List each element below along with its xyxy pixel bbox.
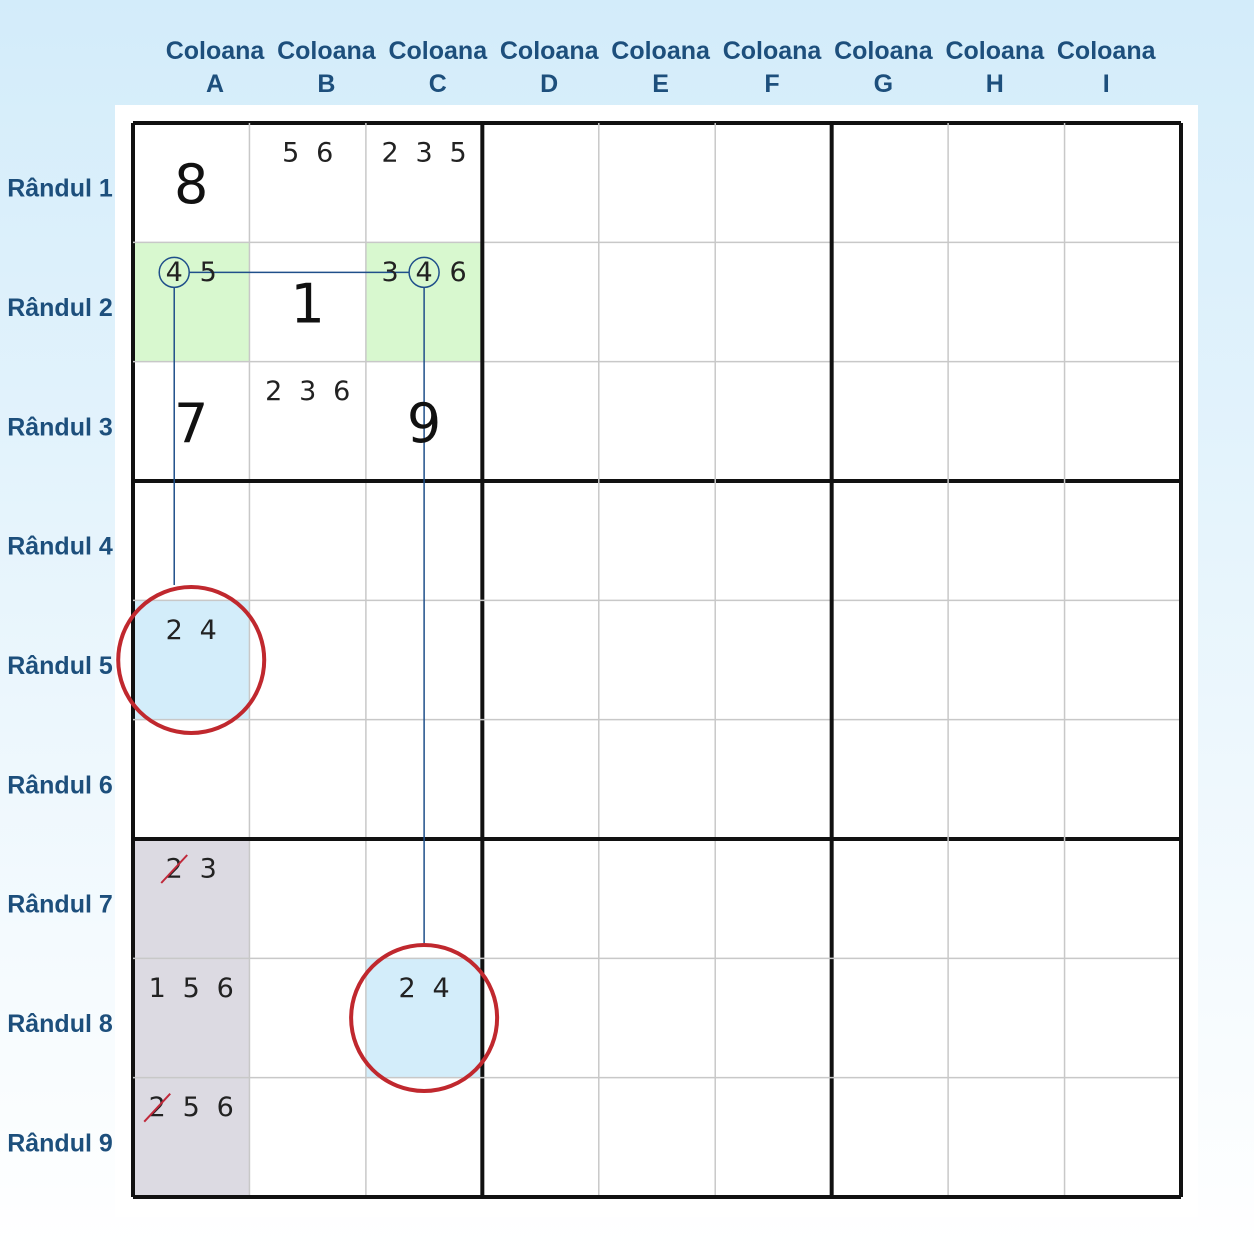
column-letter: A xyxy=(206,70,224,98)
column-label: Coloana xyxy=(834,37,934,65)
candidate-circle xyxy=(408,256,440,289)
candidate: 2 xyxy=(166,615,183,646)
candidate: 4 xyxy=(416,257,433,288)
column-label: Coloana xyxy=(500,37,600,65)
column-letter: C xyxy=(429,70,447,98)
candidate: 3 xyxy=(299,376,316,407)
row-label: Rândul 9 xyxy=(7,1129,113,1157)
strike xyxy=(143,1092,171,1123)
panel xyxy=(115,105,1198,1217)
column-letter: F xyxy=(764,70,779,98)
cell-highlight xyxy=(133,958,250,1078)
row-label: Rândul 4 xyxy=(7,533,113,561)
column-label: Coloana xyxy=(166,37,266,65)
cell-highlight xyxy=(365,958,483,1078)
candidate: 3 xyxy=(416,138,433,169)
column-letter: H xyxy=(986,70,1004,98)
column-label: Coloana xyxy=(277,37,377,65)
candidate: 1 xyxy=(149,973,166,1004)
candidate: 2 xyxy=(265,376,282,407)
column-label: Coloana xyxy=(611,37,711,65)
row-label: Rândul 3 xyxy=(7,413,113,441)
candidate: 4 xyxy=(166,257,183,288)
candidate: 6 xyxy=(217,1092,234,1123)
column-letter: I xyxy=(1103,70,1110,98)
column-label: Coloana xyxy=(1057,37,1157,65)
content: Coloana A Coloana B Coloana C Coloana D Coloana E… xyxy=(7,37,1156,1157)
candidate: 5 xyxy=(200,257,217,288)
candidate: 5 xyxy=(450,138,467,169)
candidate: 4 xyxy=(433,973,450,1004)
cells xyxy=(133,242,483,1197)
candidate: 3 xyxy=(382,257,399,288)
given-digit: 7 xyxy=(174,392,208,455)
cell-highlight xyxy=(133,839,250,959)
row-label: Rândul 2 xyxy=(7,294,113,322)
links xyxy=(173,271,425,943)
candidate-circle xyxy=(158,256,190,289)
row-label: Rândul 7 xyxy=(7,891,113,919)
marker-circle xyxy=(349,943,500,1093)
given-digit: 9 xyxy=(407,392,441,455)
marker-circle xyxy=(116,585,267,735)
candidate: 6 xyxy=(333,376,350,407)
candidate: 6 xyxy=(217,973,234,1004)
candidate: 4 xyxy=(200,615,217,646)
column-letter: B xyxy=(317,70,335,98)
column-letter: D xyxy=(540,70,558,98)
grid-lines xyxy=(131,121,1183,1199)
row-label: Rândul 6 xyxy=(7,771,113,799)
strike xyxy=(160,854,188,884)
candidate: 6 xyxy=(316,138,333,169)
column-label: Coloana xyxy=(723,37,823,65)
column-label: Coloana xyxy=(388,37,488,65)
given-digit: 1 xyxy=(290,273,324,336)
candidate: 5 xyxy=(183,973,200,1004)
column-label: Coloana xyxy=(945,37,1045,65)
given-digit: 8 xyxy=(174,153,208,216)
candidate: 2 xyxy=(382,138,399,169)
candidate: 2 xyxy=(399,973,416,1004)
cell-highlight xyxy=(133,1077,250,1197)
column-letter: G xyxy=(874,70,893,98)
candidate: 5 xyxy=(183,1092,200,1123)
candidate: 3 xyxy=(200,854,217,885)
row-label: Rândul 1 xyxy=(7,175,113,203)
candidate: 6 xyxy=(450,257,467,288)
column-letter: E xyxy=(652,70,669,98)
row-label: Rândul 5 xyxy=(7,652,113,680)
candidate: 5 xyxy=(282,138,299,169)
cell-highlight xyxy=(133,600,250,720)
row-label: Rândul 8 xyxy=(7,1010,113,1038)
cell-highlight xyxy=(133,242,250,362)
